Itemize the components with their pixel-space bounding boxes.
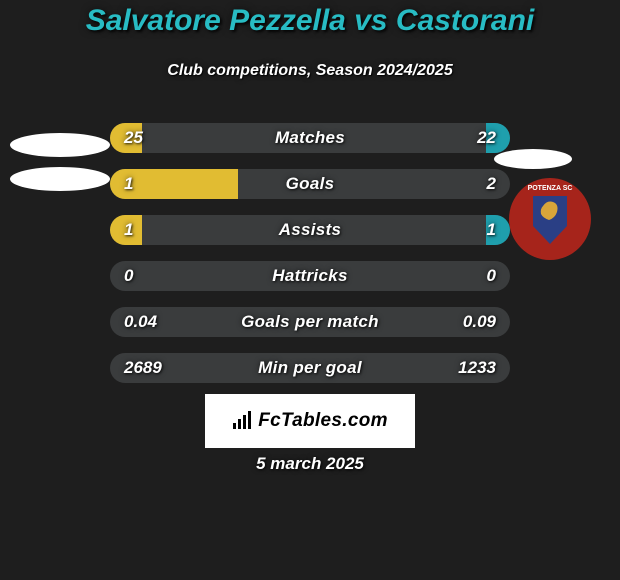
date-text: 5 march 2025 xyxy=(0,454,620,474)
stat-bar-row: 2522Matches xyxy=(110,123,510,153)
bar-label: Goals xyxy=(110,169,510,199)
bar-label: Assists xyxy=(110,215,510,245)
stat-bar-row: 12Goals xyxy=(110,169,510,199)
page-title: Salvatore Pezzella vs Castorani xyxy=(0,4,620,38)
bar-label: Goals per match xyxy=(110,307,510,337)
title-text: Salvatore Pezzella vs Castorani xyxy=(86,4,535,37)
source-logo-text: FcTables.com xyxy=(258,410,388,432)
stat-bar-row: 0.040.09Goals per match xyxy=(110,307,510,337)
left-player-avatar xyxy=(8,110,112,214)
stat-bar-row: 00Hattricks xyxy=(110,261,510,291)
date-value: 5 march 2025 xyxy=(256,454,364,473)
avatar-placeholder-row xyxy=(10,167,110,191)
right-club-badge: POTENZA SC xyxy=(509,178,591,260)
bar-label: Hattricks xyxy=(110,261,510,291)
avatar-placeholder-row xyxy=(10,133,110,157)
bar-label: Min per goal xyxy=(110,353,510,383)
bar-label: Matches xyxy=(110,123,510,153)
stat-bars: 2522Matches 12Goals 11Assists 00Hattricks 0.… xyxy=(110,123,510,399)
club-badge-svg: POTENZA SC xyxy=(509,178,591,260)
stat-bar-row: 11Assists xyxy=(110,215,510,245)
svg-text:POTENZA SC: POTENZA SC xyxy=(528,185,573,192)
stat-bar-row: 26891233Min per goal xyxy=(110,353,510,383)
bar-chart-icon xyxy=(232,411,252,431)
source-logo: FcTables.com xyxy=(205,394,415,448)
subtitle: Club competitions, Season 2024/2025 xyxy=(0,62,620,80)
subtitle-text: Club competitions, Season 2024/2025 xyxy=(167,62,452,79)
comparison-infographic: Salvatore Pezzella vs Castorani Club com… xyxy=(0,0,620,580)
